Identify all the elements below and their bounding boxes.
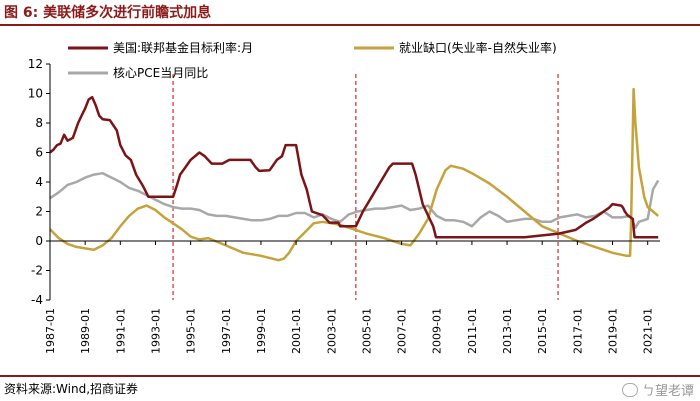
y-tick-label: 12: [28, 57, 43, 71]
figure-title-text: 美联储多次进行前瞻式加息: [43, 5, 212, 21]
y-tick-label: -2: [31, 264, 43, 278]
y-tick-label: 4: [35, 175, 43, 189]
x-tick-label: 1993-01: [149, 308, 162, 354]
x-tick-label: 2011-01: [466, 308, 479, 354]
figure-title: 图 6: 美联储多次进行前瞻式加息: [4, 2, 211, 22]
legend-label: 美国:联邦基金目标利率:月: [113, 40, 253, 55]
legend-label: 核心PCE当月同比: [113, 66, 208, 80]
figure-label: 图 6:: [4, 5, 39, 21]
y-tick-label: 0: [35, 234, 43, 248]
x-tick-label: 2019-01: [607, 308, 620, 354]
x-tick-label: 1995-01: [185, 308, 198, 354]
source-note: 资料来源:Wind,招商证券: [4, 382, 139, 396]
y-tick-label: -4: [31, 293, 43, 307]
x-tick-label: 1991-01: [114, 308, 127, 354]
x-tick-label: 1987-01: [44, 308, 57, 354]
x-tick-label: 2007-01: [396, 308, 409, 354]
chart-area: -4 -2 0 2 4 6 8 10 12 1987-01 1989-01 1991-01 1993-0…: [28, 40, 660, 354]
x-tick-label: 2015-01: [536, 308, 549, 354]
wechat-icon: [621, 383, 638, 397]
marker-lines: [172, 74, 559, 300]
legend-label: 就业缺口(失业率-自然失业率): [399, 40, 557, 55]
title-rule: [0, 24, 700, 26]
axes: -4 -2 0 2 4 6 8 10 12 1987-01 1989-01 1991-01 1993-0…: [28, 57, 660, 354]
y-tick-label: 2: [35, 205, 43, 219]
x-tick-label: 2003-01: [325, 308, 338, 354]
x-tick-label: 2001-01: [290, 308, 303, 354]
y-tick-label: 8: [35, 116, 43, 130]
watermark-text: ㄅ望老谭: [641, 384, 694, 399]
series-line-1: [49, 87, 660, 262]
legend: 美国:联邦基金目标利率:月 就业缺口(失业率-自然失业率) 核心PCE当月同比: [68, 40, 557, 80]
x-tick-label: 1997-01: [220, 308, 233, 354]
x-tick-label: 1989-01: [79, 308, 92, 354]
bottom-rule: [0, 375, 700, 377]
x-tick-label: 2021-01: [642, 308, 655, 354]
series-layer: [49, 87, 660, 262]
x-tick-label: 2017-01: [571, 308, 584, 354]
x-tick-label: 1999-01: [255, 308, 268, 354]
series-line-0: [49, 95, 659, 239]
x-tick-label: 2013-01: [501, 308, 514, 354]
x-tick-label: 2005-01: [360, 308, 373, 354]
watermark: ㄅ望老谭: [621, 380, 694, 399]
y-tick-label: 10: [28, 87, 43, 101]
y-tick-label: 6: [35, 146, 43, 160]
x-tick-label: 2009-01: [431, 308, 444, 354]
